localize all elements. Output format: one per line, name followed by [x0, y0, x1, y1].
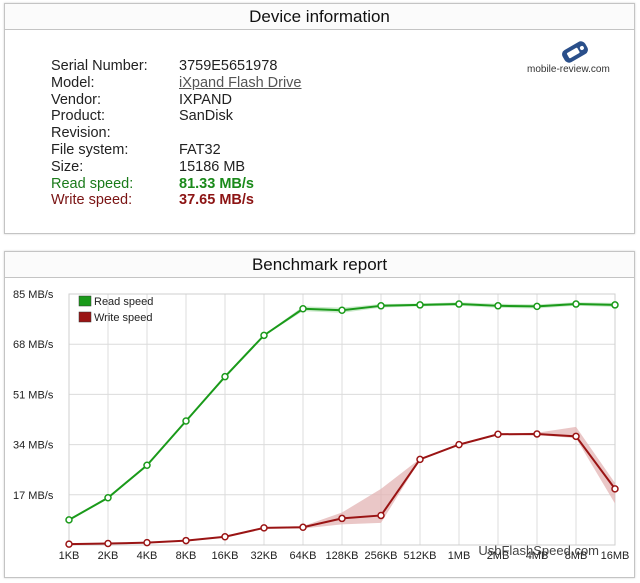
- model-link[interactable]: iXpand Flash Drive: [179, 74, 302, 91]
- data-point: [416, 301, 424, 309]
- data-point: [182, 536, 190, 545]
- data-point: [572, 432, 580, 441]
- info-label: Size:: [51, 158, 84, 175]
- usbflashspeed-watermark: UsbFlashSpeed.com: [478, 543, 599, 558]
- info-label: Model:: [51, 74, 95, 91]
- info-label: Serial Number:: [51, 58, 148, 74]
- x-tick-label: 128KB: [325, 550, 358, 562]
- x-tick-label: 4MB: [526, 550, 549, 562]
- chart-labels: 85 MB/s 68 MB/s 51 MB/s 34 MB/s 17 MB/s 1KB 2K…: [13, 289, 629, 562]
- chart-points: [65, 300, 619, 548]
- legend-swatch: [78, 311, 92, 323]
- info-value: SanDisk: [179, 108, 233, 125]
- x-tick-label: 32KB: [251, 550, 278, 562]
- write-speed-value: 37.65 MB/s: [179, 192, 254, 209]
- data-point: [182, 417, 190, 425]
- chart-grid: [68, 293, 616, 546]
- data-point: [299, 305, 307, 313]
- data-point: [260, 524, 268, 532]
- data-point: [377, 511, 385, 520]
- device-panel-title: Device information: [5, 4, 634, 30]
- y-tick-label: 85 MB/s: [13, 289, 54, 301]
- x-tick-label: 1KB: [59, 550, 80, 562]
- info-value: FAT32: [179, 141, 221, 158]
- data-point: [104, 494, 112, 502]
- info-label: Write speed:: [51, 192, 133, 209]
- data-point: [455, 300, 463, 308]
- data-point: [338, 514, 346, 523]
- x-tick-label: 2KB: [98, 550, 119, 562]
- y-tick-label: 34 MB/s: [13, 440, 54, 452]
- data-point: [494, 430, 502, 439]
- info-value: IXPAND: [179, 91, 232, 108]
- plot-frame: [68, 293, 616, 546]
- data-point: [494, 302, 502, 310]
- data-point: [65, 516, 73, 524]
- x-tick-label: 8KB: [176, 550, 197, 562]
- info-row-size: Size: 15186 MB: [51, 159, 302, 176]
- data-point: [338, 306, 346, 314]
- x-tick-label: 64KB: [290, 550, 317, 562]
- data-point: [611, 485, 619, 493]
- x-tick-label: 4KB: [137, 550, 158, 562]
- data-point: [611, 301, 619, 309]
- info-label: Read speed:: [51, 175, 134, 192]
- x-tick-label: 1MB: [448, 550, 471, 562]
- legend-label: Write speed: [94, 312, 153, 324]
- data-point: [104, 539, 112, 548]
- mobile-review-logo[interactable]: mobile-review.com: [527, 40, 623, 80]
- info-label: File system:: [51, 141, 129, 158]
- info-row-file-system: File system: FAT32: [51, 142, 302, 159]
- data-point: [260, 331, 268, 340]
- info-row-vendor: Vendor: IXPAND: [51, 92, 302, 109]
- legend-label: Read speed: [94, 296, 153, 308]
- data-point: [221, 372, 229, 381]
- info-row-product: Product: SanDisk: [51, 108, 302, 125]
- info-row-serial: Serial Number: 3759E5651978: [51, 58, 302, 75]
- legend-swatch: [78, 295, 92, 307]
- x-tick-label: 256KB: [364, 550, 397, 562]
- x-tick-label: 512KB: [403, 550, 436, 562]
- bench-panel-title: Benchmark report: [5, 252, 634, 278]
- logo-text: mobile-review.com: [527, 64, 610, 75]
- x-tick-label: 16MB: [601, 550, 630, 562]
- info-label: Vendor:: [51, 91, 101, 108]
- data-point: [65, 540, 73, 548]
- device-info-list: Serial Number: 3759E5651978 Model: iXpand …: [51, 58, 302, 209]
- info-row-write-speed: Write speed: 37.65 MB/s: [51, 192, 302, 209]
- data-point: [416, 455, 424, 464]
- benchmark-chart: 85 MB/s 68 MB/s 51 MB/s 34 MB/s 17 MB/s 1KB 2K…: [13, 289, 629, 562]
- chart-legend: Read speed Write speed: [78, 295, 153, 324]
- x-tick-label: 2MB: [487, 550, 510, 562]
- data-point: [455, 440, 463, 449]
- read-speed-value: 81.33 MB/s: [179, 175, 254, 192]
- data-point: [377, 302, 385, 310]
- data-point: [572, 300, 580, 308]
- info-value: 3759E5651978: [179, 58, 278, 74]
- y-tick-label: 68 MB/s: [13, 339, 54, 351]
- device-information-panel: Device information Serial Number: 3759E56…: [4, 3, 635, 234]
- info-label: Product:: [51, 108, 105, 125]
- benchmark-report-panel: Benchmark report 85 MB/s 68 MB/s 51 MB/s 34…: [4, 251, 635, 578]
- x-tick-label: 16KB: [212, 550, 239, 562]
- info-row-read-speed: Read speed: 81.33 MB/s: [51, 176, 302, 193]
- data-point: [221, 532, 229, 541]
- data-point: [143, 461, 151, 470]
- x-tick-label: 8MB: [565, 550, 588, 562]
- phone-icon: [562, 41, 588, 63]
- info-row-revision: Revision:: [51, 125, 302, 142]
- y-tick-label: 17 MB/s: [13, 490, 54, 502]
- data-point: [299, 523, 307, 532]
- info-label: Revision:: [51, 125, 111, 142]
- data-point: [533, 302, 541, 311]
- data-point: [143, 538, 151, 547]
- info-value: 15186 MB: [179, 158, 246, 175]
- y-tick-label: 51 MB/s: [13, 389, 54, 401]
- data-point: [533, 430, 541, 438]
- info-row-model: Model: iXpand Flash Drive: [51, 75, 302, 92]
